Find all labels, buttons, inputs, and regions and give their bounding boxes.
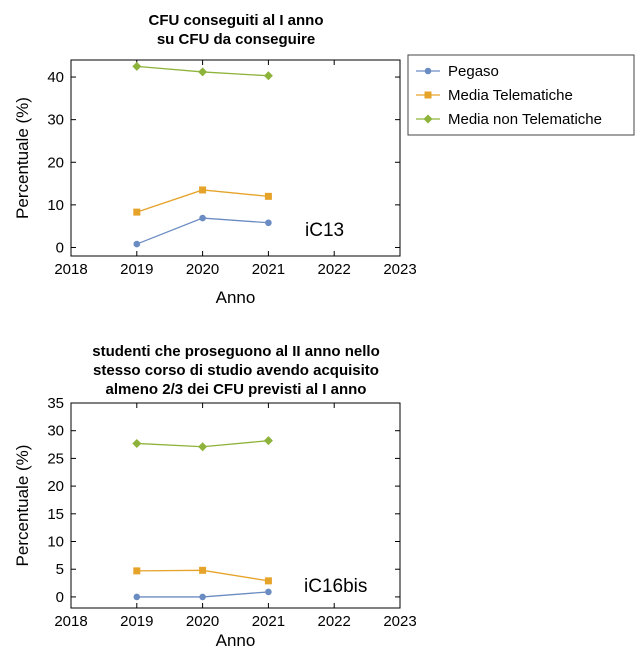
chart1-title-line: stesso corso di studio avendo acquisito (93, 362, 379, 379)
chart0-y-tick-label: 0 (56, 239, 64, 256)
chart1-annotation: iC16bis (304, 576, 367, 597)
chart0-frame (70, 59, 401, 257)
chart0-x-tick-label: 2018 (54, 261, 87, 278)
chart0-data-point (199, 186, 207, 194)
chart1-frame (70, 402, 401, 609)
chart1-data-point (265, 588, 272, 596)
legend-entry: Media non Telematiche (448, 111, 602, 128)
chart0-data-point (132, 61, 142, 71)
chart0-title-line: su CFU da conseguire (157, 31, 315, 48)
chart1-y-tick-label: 0 (56, 589, 64, 606)
chart1-y-tick-label: 35 (47, 395, 64, 412)
legend-entry: Media Telematiche (448, 87, 573, 104)
chart0-x-tick-label: 2023 (383, 261, 416, 278)
chart1-data-point (263, 436, 273, 446)
chart1-y-tick-label: 20 (47, 478, 64, 495)
chart1-title-line: studenti che proseguono al II anno nello (92, 343, 380, 360)
chart1-x-tick-label: 2019 (120, 613, 153, 630)
chart0-series-line-0 (136, 217, 269, 245)
chart1-y-tick-label: 30 (47, 423, 64, 440)
chart0-data-point (199, 214, 206, 222)
chart0-y-tick-label: 20 (47, 154, 64, 171)
chart1-data-point (132, 438, 142, 448)
chart1-x-tick-label: 2020 (186, 613, 219, 630)
chart0-x-tick-label: 2019 (120, 261, 153, 278)
chart0-y-tick-label: 40 (47, 69, 64, 86)
chart0-x-tick-label: 2022 (318, 261, 351, 278)
chart0-x-tick-label: 2020 (186, 261, 219, 278)
chart0-data-point (133, 240, 141, 248)
chart0-data-point (263, 71, 273, 81)
chart0-title-line: CFU conseguiti al I anno (148, 12, 323, 29)
chart1-y-tick-label: 25 (47, 450, 64, 467)
chart1-data-point (199, 593, 206, 601)
chart1-x-axis-label: Anno (216, 631, 256, 648)
chart1-x-tick-label: 2021 (252, 613, 285, 630)
chart1-x-tick-label: 2022 (318, 613, 351, 630)
legend-entry: Pegaso (448, 63, 499, 80)
chart1-title-line: almeno 2/3 dei CFU previsti al I anno (106, 381, 367, 398)
legend-swatch-marker (424, 67, 432, 75)
legend-box (407, 54, 635, 136)
chart1-y-axis-label: Percentuale (%) (13, 445, 32, 567)
chart0-data-point (198, 67, 208, 77)
chart1-data-point (199, 566, 207, 574)
chart0-y-tick-label: 10 (47, 197, 64, 214)
chart0-y-axis-label: Percentuale (%) (13, 97, 32, 219)
chart1-data-point (133, 567, 141, 575)
chart1-y-tick-label: 10 (47, 534, 64, 551)
chart0-annotation: iC13 (305, 220, 344, 241)
chart0-data-point (265, 219, 272, 227)
chart1-data-point (198, 442, 208, 452)
chart1-x-tick-label: 2023 (383, 613, 416, 630)
chart0-y-tick-label: 30 (47, 112, 64, 129)
chart0-x-tick-label: 2021 (252, 261, 285, 278)
chart0-x-axis-label: Anno (216, 288, 256, 307)
chart1-y-tick-label: 5 (56, 561, 64, 578)
legend-swatch-marker (423, 114, 433, 124)
chart0-data-point (264, 192, 272, 200)
chart1-data-point (264, 577, 272, 585)
chart1-data-point (133, 593, 141, 601)
chart1-x-tick-label: 2018 (54, 613, 87, 630)
legend-swatch-marker (424, 91, 432, 99)
chart0-data-point (133, 208, 141, 216)
chart1-y-tick-label: 15 (47, 506, 64, 523)
